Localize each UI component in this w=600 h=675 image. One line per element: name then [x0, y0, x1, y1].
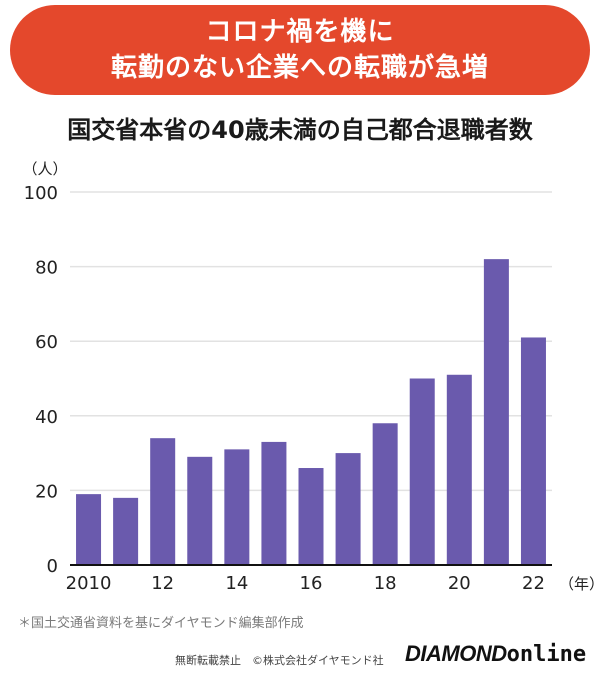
x-tick-label: 12: [151, 573, 174, 594]
source-note: ＊国土交通省資料を基にダイヤモンド編集部作成: [18, 616, 304, 631]
chart-title: 国交省本省の40歳未満の自己都合退職者数: [67, 116, 533, 144]
bar: [446, 374, 472, 565]
bar: [409, 378, 435, 565]
x-tick-label: 2010: [66, 573, 112, 594]
y-axis-label: （人）: [22, 160, 67, 178]
y-tick-label: 100: [24, 183, 58, 204]
headline-line-2: 転勤のない企業への転職が急増: [110, 53, 489, 83]
headline-banner: コロナ禍を機に 転勤のない企業への転職が急増: [10, 5, 590, 95]
brand-logo-online: online: [506, 642, 587, 667]
x-axis-label: （年）: [559, 575, 600, 593]
bar: [520, 337, 546, 565]
bar: [224, 449, 250, 565]
bar: [372, 423, 398, 565]
x-tick-label: 18: [374, 573, 397, 594]
y-tick-label: 40: [35, 407, 58, 428]
y-tick-label: 20: [35, 481, 58, 502]
bar: [261, 441, 287, 565]
bar: [483, 259, 509, 565]
y-tick-label: 0: [47, 556, 58, 577]
brand-logo-diamond: DIAMOND: [405, 641, 507, 666]
x-tick-label: 20: [448, 573, 471, 594]
x-tick-label: 14: [225, 573, 248, 594]
bar: [298, 468, 324, 565]
x-tick-label: 22: [522, 573, 545, 594]
headline-line-1: コロナ禍を機に: [205, 17, 395, 47]
x-tick-label: 16: [300, 573, 323, 594]
bar: [113, 497, 139, 565]
y-tick-label: 80: [35, 258, 58, 279]
bar: [76, 494, 102, 565]
bar: [150, 438, 176, 565]
bar: [187, 456, 213, 565]
bar: [335, 453, 361, 565]
y-tick-label: 60: [35, 332, 58, 353]
copyright-notice: 無断転載禁止 ©株式会社ダイヤモンド社: [175, 654, 384, 667]
brand-logo: DIAMONDonline: [405, 641, 586, 667]
